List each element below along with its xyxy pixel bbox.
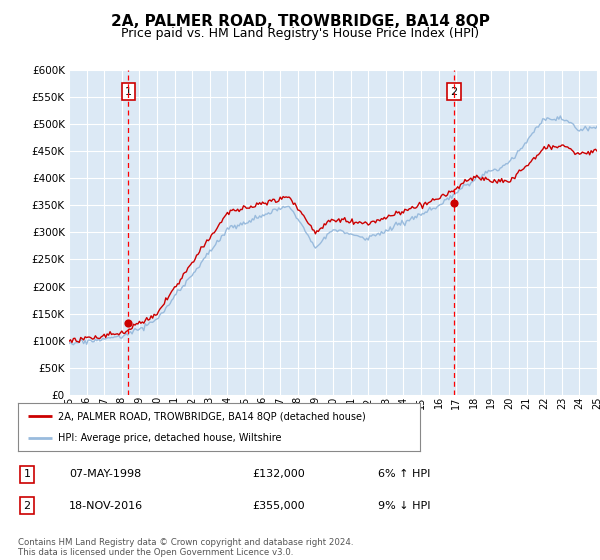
- Text: 9% ↓ HPI: 9% ↓ HPI: [378, 501, 431, 511]
- Text: 2: 2: [23, 501, 31, 511]
- Text: £355,000: £355,000: [252, 501, 305, 511]
- Text: Price paid vs. HM Land Registry's House Price Index (HPI): Price paid vs. HM Land Registry's House …: [121, 27, 479, 40]
- Text: £132,000: £132,000: [252, 469, 305, 479]
- Text: 2: 2: [451, 87, 458, 97]
- Point: [124, 319, 133, 328]
- Text: 2A, PALMER ROAD, TROWBRIDGE, BA14 8QP (detached house): 2A, PALMER ROAD, TROWBRIDGE, BA14 8QP (d…: [58, 411, 366, 421]
- Text: 07-MAY-1998: 07-MAY-1998: [69, 469, 141, 479]
- Point: [449, 198, 459, 207]
- Text: HPI: Average price, detached house, Wiltshire: HPI: Average price, detached house, Wilt…: [58, 433, 282, 443]
- Text: 1: 1: [23, 469, 31, 479]
- Text: 1: 1: [125, 87, 132, 97]
- Text: Contains HM Land Registry data © Crown copyright and database right 2024.
This d: Contains HM Land Registry data © Crown c…: [18, 538, 353, 557]
- Text: 6% ↑ HPI: 6% ↑ HPI: [378, 469, 430, 479]
- Text: 2A, PALMER ROAD, TROWBRIDGE, BA14 8QP: 2A, PALMER ROAD, TROWBRIDGE, BA14 8QP: [110, 14, 490, 29]
- Text: 18-NOV-2016: 18-NOV-2016: [69, 501, 143, 511]
